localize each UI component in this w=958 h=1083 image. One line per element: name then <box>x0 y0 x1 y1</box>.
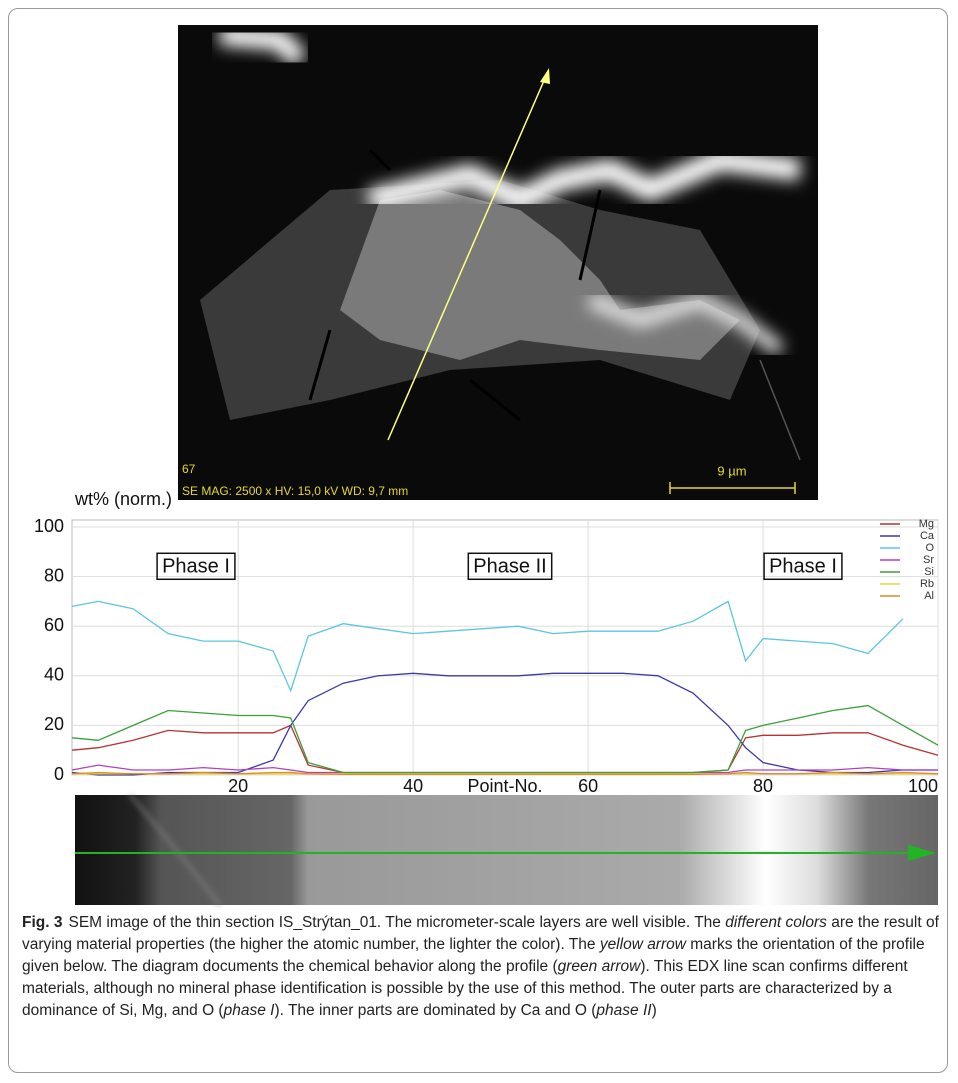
y-tick-label: 20 <box>44 714 64 734</box>
legend-label: Ca <box>920 530 935 542</box>
frame-number: 67 <box>182 462 196 476</box>
phase-label: Phase I <box>769 555 837 577</box>
profile-strip <box>75 795 938 905</box>
phase-label: Phase II <box>473 555 546 577</box>
x-tick-label: 100 <box>908 776 938 796</box>
y-tick-label: 60 <box>44 615 64 635</box>
x-tick-label: 80 <box>753 776 773 796</box>
caption-text: SEM image of the thin section IS_Strýtan… <box>68 914 725 931</box>
caption-text: yellow arrow <box>600 936 686 953</box>
legend-label: O <box>925 542 934 554</box>
x-axis-label: Point-No. <box>467 776 542 796</box>
caption-text: phase I <box>224 1002 275 1019</box>
x-tick-label: 20 <box>228 776 248 796</box>
legend-label: Si <box>924 566 934 578</box>
caption-text: different colors <box>725 914 827 931</box>
figure: 67 SE MAG: 2500 x HV: 15,0 kV WD: 9,7 mm… <box>0 0 958 910</box>
sem-image: 67 SE MAG: 2500 x HV: 15,0 kV WD: 9,7 mm… <box>178 25 818 500</box>
y-tick-label: 80 <box>44 565 64 585</box>
caption-text: ) <box>652 1002 657 1019</box>
y-tick-label: 0 <box>54 764 64 784</box>
legend-label: Rb <box>920 578 934 590</box>
scale-bar-label: 9 µm <box>717 463 746 478</box>
legend-label: Mg <box>919 518 934 530</box>
sem-info: SE MAG: 2500 x HV: 15,0 kV WD: 9,7 mm <box>182 484 408 498</box>
legend-label: Al <box>924 590 934 602</box>
x-tick-label: 40 <box>403 776 423 796</box>
caption-text: green arrow <box>558 958 641 975</box>
y-tick-label: 40 <box>44 665 64 685</box>
caption-text: ). The inner parts are dominated by Ca a… <box>274 1002 596 1019</box>
phase-label: Phase I <box>162 555 230 577</box>
caption-label: Fig. 3 <box>22 914 62 931</box>
y-axis-label: wt% (norm.) <box>74 489 172 509</box>
x-tick-label: 60 <box>578 776 598 796</box>
page: {"image": {"frame_number": "67", "info":… <box>0 0 958 1083</box>
caption-text: phase II <box>596 1002 651 1019</box>
y-tick-label: 100 <box>34 516 64 536</box>
caption: Fig. 3 SEM image of the thin section IS_S… <box>22 912 940 1022</box>
legend-label: Sr <box>923 554 934 566</box>
